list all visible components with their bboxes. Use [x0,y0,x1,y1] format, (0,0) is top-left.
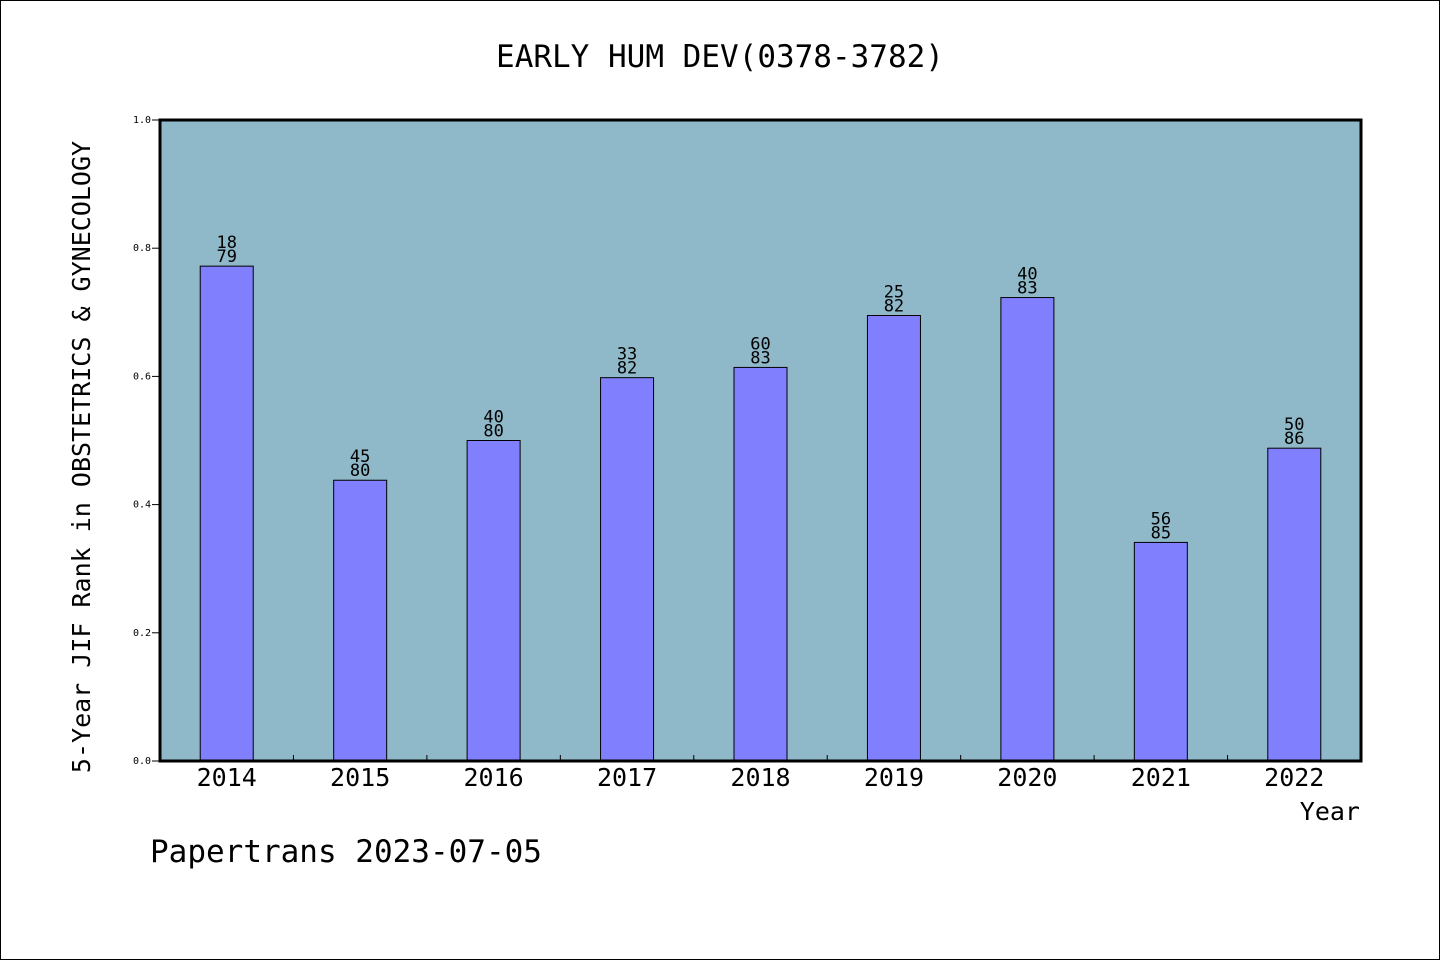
x-axis-label: Year [1300,797,1360,826]
bar-total-label: 83 [1017,279,1037,299]
bar-total-label: 79 [216,247,236,267]
bar-rank-label: 60 [750,334,770,354]
bar-total-label: 82 [617,359,637,379]
x-tick-label: 2017 [597,763,657,792]
y-tick-label: 1.0 [133,115,151,126]
bar-total-label: 83 [750,348,770,368]
bar-2021 [1133,541,1188,762]
bar-2017 [600,377,655,762]
bar-rank-label: 40 [483,408,503,428]
x-tick-label: 2022 [1264,763,1324,792]
x-tick-label: 2018 [730,763,790,792]
bar-2016 [466,440,521,762]
bar-2022 [1267,447,1322,762]
bar-total-label: 85 [1151,523,1171,543]
bar-rank-label: 25 [884,283,904,303]
bar-total-label: 82 [884,297,904,317]
y-tick-label: 0.8 [133,243,151,254]
bar-rank-label: 18 [216,233,236,253]
bar-2018 [733,366,788,762]
bar-2020 [1000,297,1055,762]
x-tick-label: 2020 [997,763,1057,792]
bar-rank-label: 33 [617,345,637,365]
footer-credit: Papertrans 2023-07-05 [150,834,542,870]
y-tick-label: 0.0 [133,756,151,767]
bar-rank-label: 50 [1284,415,1304,435]
y-tick-label: 0.2 [133,628,151,639]
y-axis: 0.0 0.2 0.4 0.6 0.8 1.0 [133,115,160,767]
bar-2014 [199,265,254,762]
x-tick-label: 2021 [1131,763,1191,792]
bar-rank-label: 45 [350,447,370,467]
bar-total-label: 86 [1284,429,1304,449]
bar-total-label: 80 [350,461,370,481]
y-tick-label: 0.6 [133,371,151,382]
bar-2019 [866,315,921,762]
chart-title: EARLY HUM DEV(0378-3782) [496,39,944,75]
bar-rank-label: 40 [1017,265,1037,285]
bar-total-label: 80 [483,422,503,442]
y-axis-label: 5-Year JIF Rank in OBSTETRICS & GYNECOLO… [67,141,96,773]
y-tick-label: 0.4 [133,500,151,511]
x-tick-label: 2014 [197,763,257,792]
bar-2015 [333,479,388,762]
x-tick-label: 2015 [330,763,390,792]
x-axis: 2014 2015 2016 2017 2018 2019 2020 2021 2022 [197,755,1324,792]
x-tick-label: 2016 [464,763,524,792]
bar-rank-label: 56 [1151,509,1171,529]
x-tick-label: 2019 [864,763,924,792]
plot-border [158,118,1363,763]
